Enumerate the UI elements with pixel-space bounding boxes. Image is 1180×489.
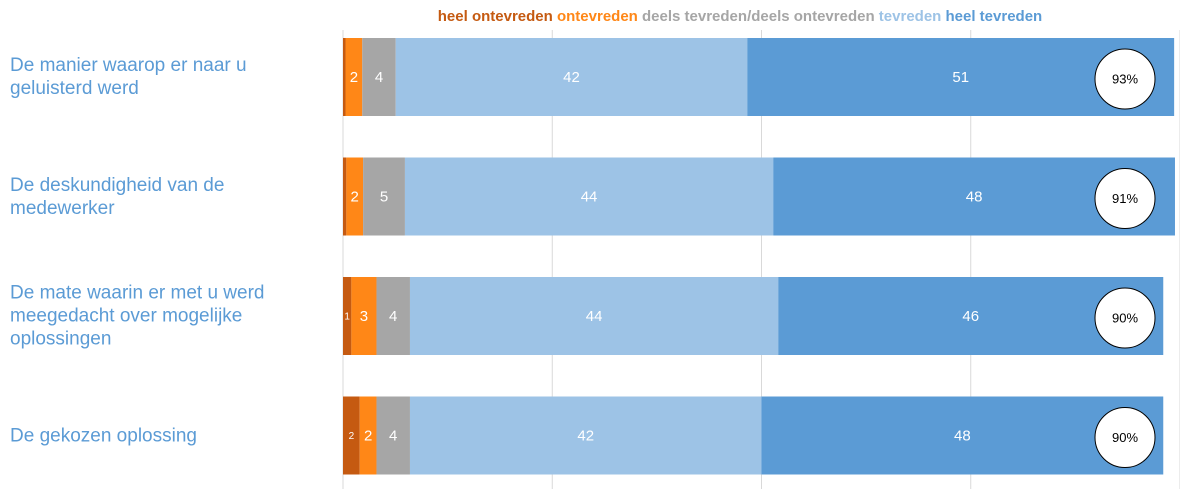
total-label: 93% <box>1112 71 1138 86</box>
category-label: De gekozen oplossing <box>10 425 197 446</box>
legend-entry: deels tevreden/deels ontevreden <box>642 8 875 25</box>
bar-segment <box>409 277 779 355</box>
bar-segment <box>343 38 346 116</box>
value-label: 51 <box>952 69 969 86</box>
bar-segment <box>395 38 748 116</box>
value-label: 42 <box>577 427 594 444</box>
legend-entry: tevreden <box>879 8 942 25</box>
value-label: 46 <box>962 308 979 325</box>
bar-segment <box>343 396 360 475</box>
value-label: 2 <box>351 188 359 205</box>
category-label: De manier waarop er naar u geluisterd we… <box>10 55 247 99</box>
bar-segment <box>376 396 410 475</box>
category-label: De mate waarin er met u werd meegedacht … <box>10 282 265 350</box>
legend-entry: ontevreden <box>557 8 638 25</box>
value-label: 2 <box>364 427 372 444</box>
total-label: 90% <box>1112 310 1138 325</box>
value-label: 44 <box>581 188 598 205</box>
value-label: 1 <box>344 312 350 323</box>
total-circle <box>1094 407 1156 468</box>
value-label: 48 <box>954 427 971 444</box>
total-label: 90% <box>1112 430 1138 445</box>
total-circle <box>1094 287 1156 349</box>
bar-segment <box>404 157 774 236</box>
value-label: 3 <box>360 308 368 325</box>
bar-segment <box>343 277 352 355</box>
value-label: 4 <box>389 427 397 444</box>
bar-segment <box>359 396 377 475</box>
value-label: 4 <box>375 69 383 86</box>
legend-entry: heel tevreden <box>946 8 1043 25</box>
value-label: 2 <box>349 431 355 442</box>
bar-segment <box>345 38 363 116</box>
bar-segment <box>376 277 410 355</box>
bar-segment <box>362 38 396 116</box>
value-label: 4 <box>389 308 397 325</box>
total-circle <box>1094 48 1156 110</box>
bar-segment <box>351 277 377 355</box>
total-label: 91% <box>1112 191 1138 206</box>
value-label: 42 <box>563 69 580 86</box>
bar-segment <box>409 396 762 475</box>
value-label: 5 <box>380 188 388 205</box>
value-label: 2 <box>350 69 358 86</box>
value-label: 44 <box>586 308 603 325</box>
legend: heel ontevreden ontevreden deels tevrede… <box>438 8 1042 25</box>
total-circle <box>1094 168 1156 229</box>
value-label: 48 <box>966 188 983 205</box>
category-label: De deskundigheid van de medewerker <box>10 174 225 219</box>
bar-segment <box>343 157 347 236</box>
bar-segment <box>346 157 364 236</box>
bar-segment <box>363 157 405 236</box>
legend-entry: heel ontevreden <box>438 8 553 25</box>
